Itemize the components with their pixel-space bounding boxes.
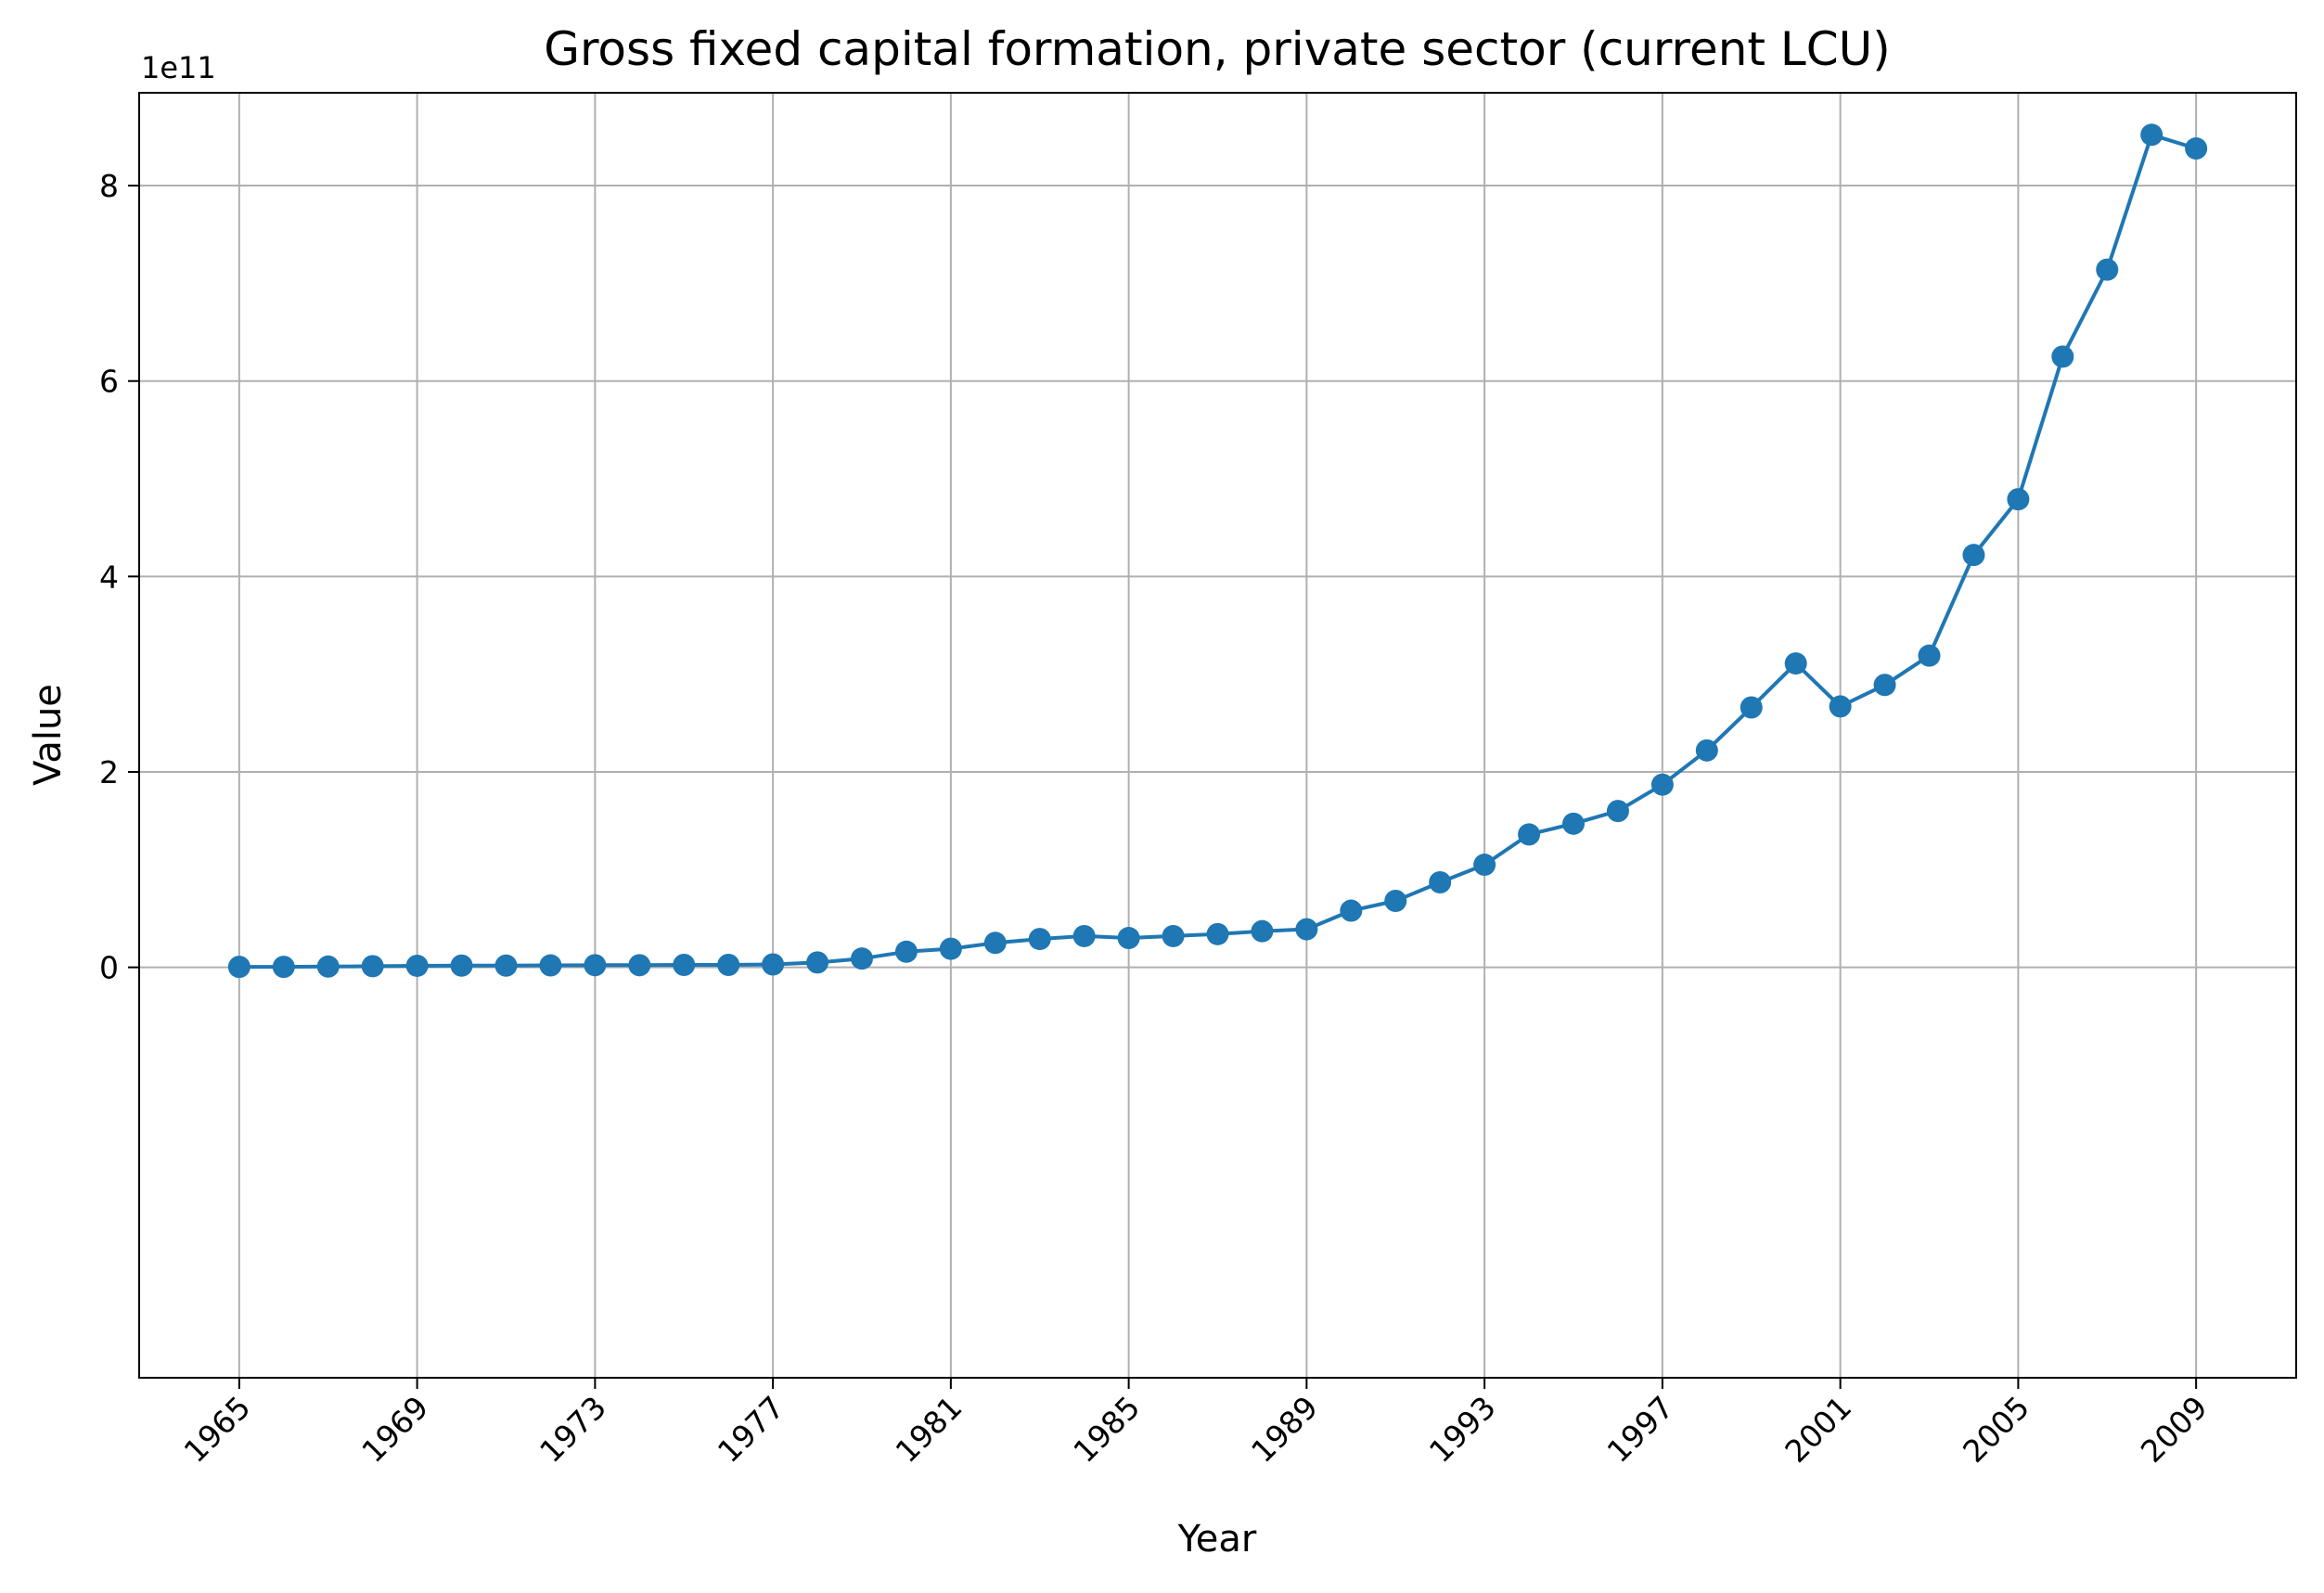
series-layer (227, 123, 2208, 979)
data-point (2185, 137, 2208, 161)
data-point (2007, 488, 2030, 511)
data-point (494, 954, 518, 977)
data-point (806, 951, 829, 974)
data-point (1340, 899, 1363, 922)
y-tick-label: 4 (99, 559, 119, 595)
data-point (450, 954, 473, 977)
data-point (717, 954, 740, 977)
y-tick-label: 0 (99, 950, 119, 986)
data-point (1251, 919, 1274, 943)
data-point (1918, 644, 1941, 667)
data-point (1206, 922, 1229, 945)
data-point (1695, 739, 1718, 762)
data-point (1473, 854, 1496, 877)
data-point (1962, 544, 1985, 567)
data-point (316, 955, 340, 978)
data-point (1028, 928, 1051, 951)
data-point (850, 947, 873, 970)
data-point (1562, 812, 1586, 835)
y-tick-label: 6 (99, 364, 119, 400)
data-point (939, 937, 962, 960)
data-point (1873, 674, 1896, 697)
data-point (983, 931, 1007, 955)
data-point (1072, 924, 1096, 947)
plot-frame (138, 92, 2297, 1379)
data-point (1162, 924, 1185, 947)
chart-title: Gross fixed capital formation, private s… (544, 22, 1891, 76)
data-point (673, 954, 696, 977)
y-axis-label: Value (27, 684, 70, 786)
data-point (272, 956, 295, 979)
data-point (1784, 652, 1807, 675)
data-point (1518, 823, 1541, 846)
data-point (405, 954, 429, 977)
data-point (1740, 696, 1763, 719)
data-point (539, 954, 562, 977)
data-point (762, 953, 785, 976)
data-point (2140, 123, 2164, 147)
data-point (1606, 800, 1629, 823)
data-point (894, 940, 918, 963)
x-axis-label: Year (1177, 1518, 1257, 1561)
gridlines (139, 93, 2296, 1378)
data-point (1384, 890, 1407, 913)
y-tick-label: 2 (99, 754, 119, 790)
data-point (1429, 871, 1452, 894)
data-point (1295, 918, 1318, 941)
data-point (2051, 345, 2074, 368)
data-point (2096, 258, 2119, 281)
y-tick-label: 8 (99, 168, 119, 204)
data-point (1650, 773, 1674, 796)
data-point (628, 954, 651, 977)
data-point (1829, 695, 1852, 718)
data-point (227, 956, 250, 979)
data-point (1117, 927, 1140, 950)
data-point (361, 955, 384, 978)
y-axis-offset-label: 1e11 (141, 50, 216, 85)
data-point (584, 954, 607, 977)
